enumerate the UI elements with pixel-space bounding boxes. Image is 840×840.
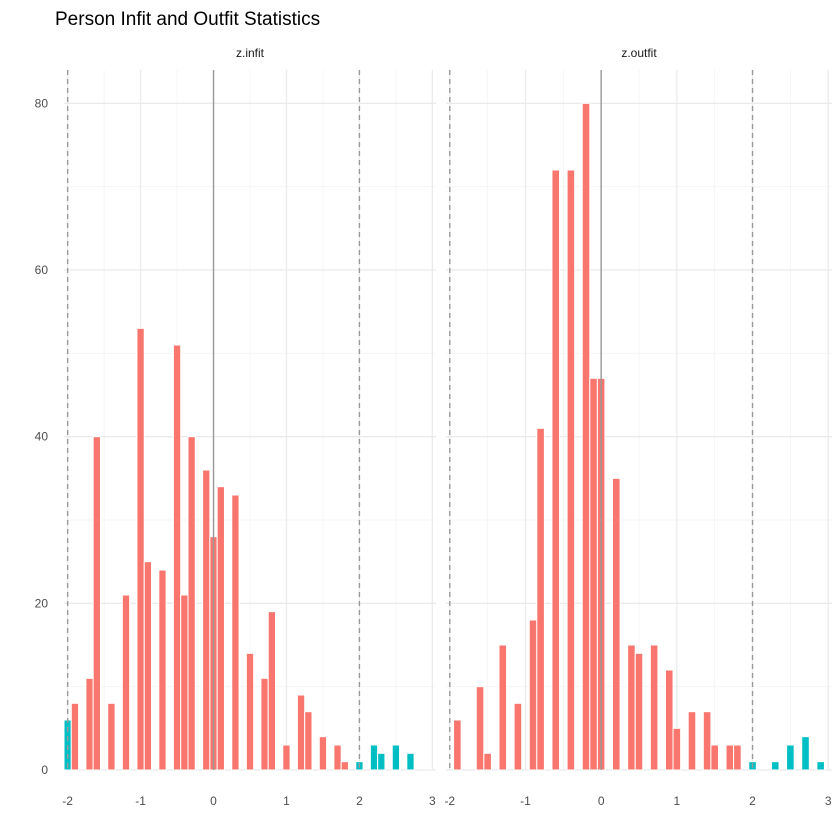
chart-title: Person Infit and Outfit Statistics (55, 9, 320, 30)
histogram-bar (216, 486, 225, 771)
x-tick-label: -2 (444, 794, 455, 808)
x-tick-label: 0 (598, 794, 605, 808)
x-tick-label: 1 (283, 794, 290, 808)
histogram-bar (649, 644, 659, 771)
histogram-bar (475, 686, 485, 771)
histogram-bar (801, 736, 810, 771)
facet-strip-label: z.outfit (621, 46, 657, 60)
histogram-bar (70, 702, 80, 771)
histogram-bar (733, 744, 742, 771)
y-tick-label: 40 (35, 430, 49, 444)
x-tick-label: 2 (749, 794, 756, 808)
histogram-bar (92, 436, 101, 771)
histogram-bar (687, 711, 697, 771)
chart-panels: z.infit -2 -1 0 1 2 3 0 20 40 60 80 z.outfit -2 -1 0 1 2 3 (35, 46, 832, 808)
x-tick-label: -1 (520, 794, 531, 808)
histogram-bar (672, 727, 682, 771)
histogram-bar (340, 761, 349, 771)
histogram-bar (634, 652, 644, 771)
histogram-bar (85, 677, 94, 771)
histogram-bar (377, 752, 386, 771)
x-tick-label: -2 (62, 794, 73, 808)
histogram-bar (333, 744, 342, 771)
histogram-bar (318, 736, 328, 771)
histogram-bar (551, 169, 561, 771)
histogram-bar (267, 611, 277, 771)
histogram-bar (816, 761, 825, 771)
histogram-bar (483, 752, 492, 771)
histogram-bar (202, 469, 211, 771)
x-tick-label: -1 (135, 794, 146, 808)
histogram-bar (453, 719, 462, 771)
histogram-bar (296, 694, 306, 771)
histogram-bar (136, 327, 145, 771)
y-tick-label: 60 (35, 263, 49, 277)
histogram-bar (770, 761, 780, 771)
facet-strip-label: z.infit (236, 46, 265, 60)
x-tick-label: 1 (673, 794, 680, 808)
histogram-bar (187, 436, 196, 771)
histogram-bar (391, 744, 401, 771)
histogram-bar (612, 477, 621, 771)
panel-0: z.infit -2 -1 0 1 2 3 0 20 40 60 80 (35, 46, 436, 808)
histogram-bar (143, 561, 153, 771)
x-tick-label: 3 (429, 794, 436, 808)
histogram-bar (581, 102, 591, 771)
histogram-bar (536, 427, 545, 771)
histogram-bar (231, 494, 240, 771)
histogram-bar (725, 744, 735, 771)
x-tick-label: 0 (210, 794, 217, 808)
y-tick-label: 20 (35, 596, 49, 610)
histogram-bar (528, 619, 538, 771)
histogram-bar (158, 569, 167, 771)
histogram-bar (245, 652, 255, 771)
histogram-bar (121, 594, 131, 771)
histogram-bar (664, 669, 674, 771)
histogram-bar (566, 169, 576, 771)
histogram-bar (589, 377, 598, 771)
histogram-bar (369, 744, 379, 771)
y-tick-label: 80 (35, 96, 49, 110)
histogram-bar (172, 344, 182, 771)
histogram-bar (304, 711, 313, 771)
histogram-bar (498, 644, 508, 771)
histogram-bar (107, 702, 116, 771)
histogram-bar (260, 677, 269, 771)
histogram-bar (513, 702, 523, 771)
histogram-bar (282, 744, 291, 771)
histogram-bar (710, 744, 719, 771)
panel-1: z.outfit -2 -1 0 1 2 3 (444, 46, 832, 808)
histogram-bar (627, 644, 636, 771)
histogram-bar (180, 594, 189, 771)
x-tick-label: 3 (825, 794, 832, 808)
y-tick-label: 0 (41, 763, 48, 777)
histogram-bar (406, 752, 415, 771)
histogram-bar (702, 711, 712, 771)
histogram-bar (786, 744, 795, 771)
x-tick-label: 2 (356, 794, 363, 808)
